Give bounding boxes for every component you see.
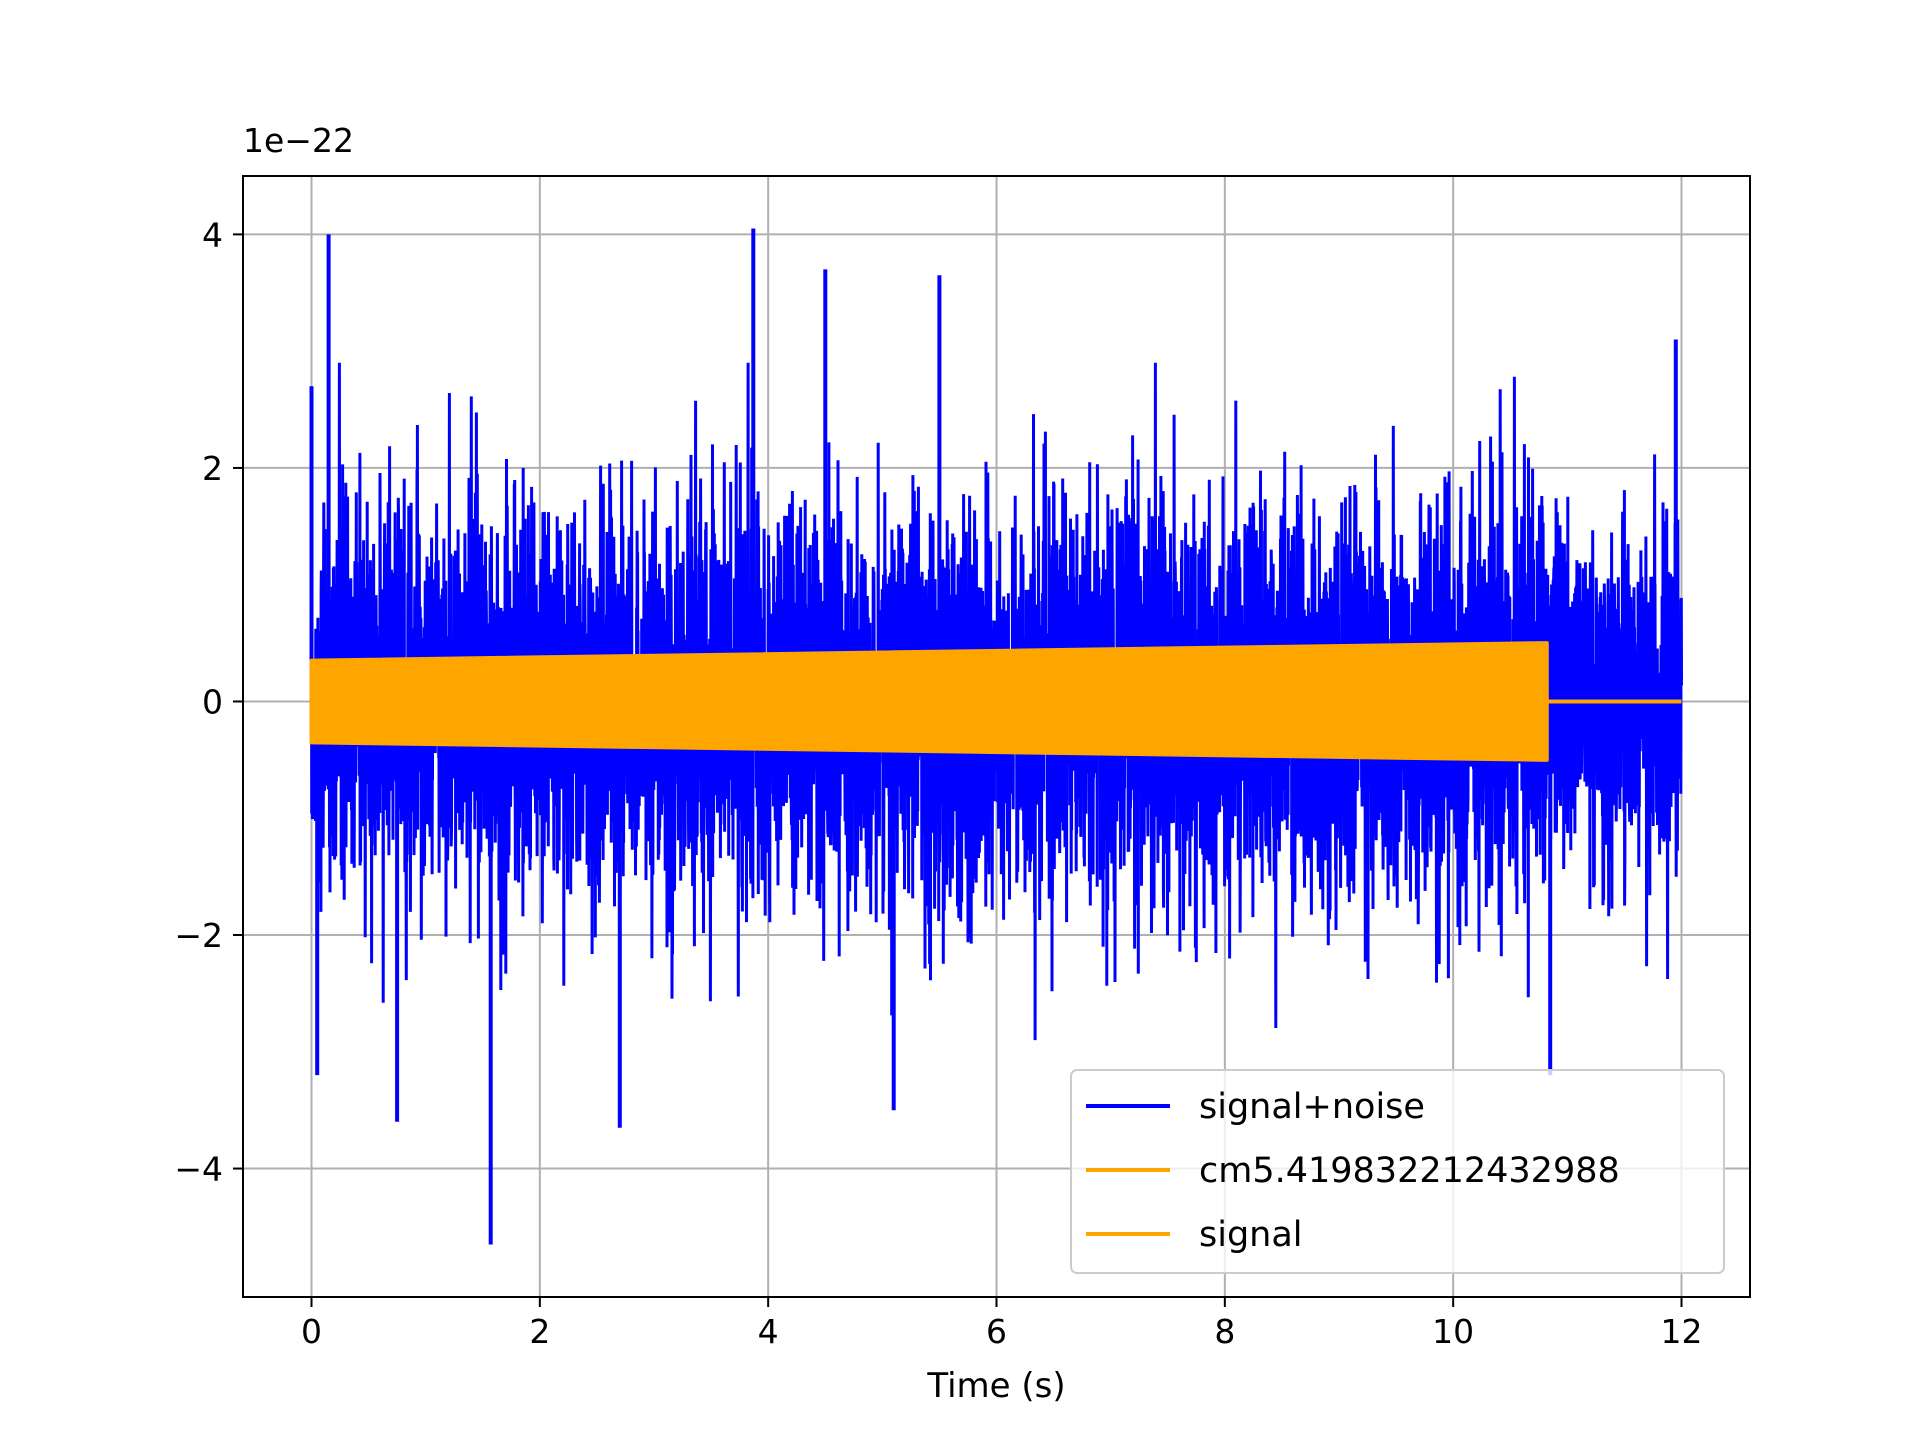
legend-label: signal	[1199, 1215, 1303, 1255]
y-tick-label: −4	[174, 1150, 223, 1189]
series-signal-noise-peaks	[309, 228, 1678, 1245]
x-tick-label: 4	[758, 1312, 779, 1351]
y-tick-label: 4	[202, 215, 223, 254]
legend-label: signal+noise	[1199, 1087, 1425, 1127]
y-tick-label: 2	[202, 449, 223, 488]
legend-box	[1070, 1069, 1725, 1274]
x-tick-label: 6	[986, 1312, 1007, 1351]
x-tick-label: 8	[1214, 1312, 1235, 1351]
x-tick-label: 2	[529, 1312, 550, 1351]
y-offset-text: 1e−22	[243, 121, 354, 160]
y-tick-label: 0	[202, 682, 223, 721]
series-cm-band	[309, 641, 1549, 762]
x-tick-label: 12	[1661, 1312, 1703, 1351]
y-tick-label: −2	[174, 916, 223, 955]
legend: signal+noise cm5.419832212432988 signal	[1070, 1069, 1725, 1274]
x-tick-label: 10	[1432, 1312, 1474, 1351]
x-tick-label: 0	[301, 1312, 322, 1351]
legend-label: cm5.419832212432988	[1199, 1151, 1620, 1191]
ticks-layer: 0 2 4 6 8 10 12 −4 −2 0 2 4	[174, 215, 1702, 1351]
data-layer	[309, 228, 1683, 1245]
x-axis-label: Time (s)	[926, 1366, 1065, 1406]
